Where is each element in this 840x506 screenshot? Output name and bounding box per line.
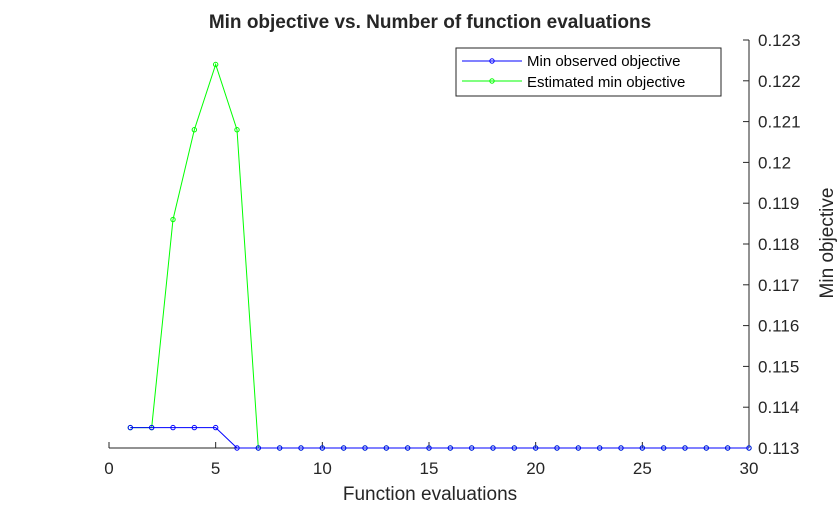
data-point-min-observed	[703, 445, 710, 451]
data-point-min-observed	[191, 424, 198, 431]
data-point-min-observed	[575, 445, 582, 451]
y-tick-label: 0.114	[758, 398, 799, 417]
chart-title: Min objective vs. Number of function eva…	[209, 12, 651, 33]
x-tick-label: 30	[740, 459, 759, 478]
x-tick-label: 5	[211, 459, 220, 478]
legend-box	[455, 47, 722, 97]
y-tick-label: 0.12	[758, 153, 791, 172]
y-tick-label: 0.121	[758, 113, 801, 132]
data-point-min-observed	[212, 424, 219, 431]
y-tick-label: 0.116	[758, 317, 799, 336]
data-point-min-observed	[383, 445, 390, 451]
data-point-min-observed	[127, 424, 134, 431]
data-point-min-observed	[554, 445, 560, 451]
data-point-min-observed	[362, 445, 368, 451]
x-tick-label: 25	[633, 459, 652, 478]
y-tick-label: 0.119	[758, 194, 799, 213]
legend-label-min-observed: Min observed objective	[527, 53, 680, 70]
data-point-min-observed	[596, 445, 603, 451]
legend-label-estimated-min: Estimated min objective	[527, 74, 685, 91]
y-axis: 0.113 0.114 0.115 0.116 0.117 0.118 0.119 0.12 0…	[743, 31, 801, 458]
y-tick-label: 0.123	[758, 31, 801, 50]
data-point-min-observed	[746, 445, 752, 451]
legend-marker-estimated-min	[489, 78, 495, 84]
data-point-min-observed	[340, 445, 347, 451]
data-point-min-observed	[682, 445, 688, 451]
series-line-min-observed	[130, 427, 749, 449]
data-point-min-observed	[639, 445, 646, 451]
data-point-estimated-min	[170, 216, 176, 223]
data-point-min-observed	[490, 445, 496, 451]
y-tick-label: 0.117	[758, 276, 799, 295]
data-point-estimated-min	[191, 127, 198, 133]
x-tick-label: 20	[526, 459, 545, 478]
data-point-min-observed	[234, 445, 240, 451]
y-tick-label: 0.115	[758, 357, 799, 376]
x-axis-label: Function evaluations	[343, 484, 517, 505]
legend: Min observed objective Estimated min obj…	[455, 47, 722, 97]
series-line-estimated-min	[130, 62, 749, 449]
y-tick-label: 0.122	[758, 72, 801, 91]
plot-area	[127, 61, 752, 451]
data-point-min-observed	[468, 445, 475, 451]
x-tick-label: 10	[313, 459, 332, 478]
data-point-min-observed	[447, 445, 454, 451]
data-point-min-observed	[298, 445, 304, 451]
x-tick-label: 15	[420, 459, 439, 478]
data-point-min-observed	[511, 445, 518, 451]
y-tick-label: 0.118	[758, 235, 799, 254]
data-point-estimated-min	[212, 61, 219, 68]
x-tick-label: 0	[104, 459, 113, 478]
data-point-min-observed	[660, 445, 667, 451]
data-point-min-observed	[724, 445, 731, 451]
y-axis-label: Min objective	[817, 188, 838, 299]
data-point-min-observed	[170, 424, 176, 431]
data-point-min-observed	[319, 445, 326, 451]
data-point-min-observed	[148, 424, 155, 431]
data-point-min-observed	[255, 445, 262, 451]
y-tick-label: 0.113	[758, 439, 799, 458]
data-point-min-observed	[426, 445, 432, 451]
data-point-min-observed	[404, 445, 411, 451]
data-point-min-observed	[276, 445, 283, 451]
data-point-min-observed	[618, 445, 624, 451]
x-axis: 0 5 10 15 20 25 30	[104, 442, 758, 478]
data-point-estimated-min	[234, 127, 240, 133]
legend-marker-min-observed	[489, 58, 495, 64]
data-point-min-observed	[532, 445, 539, 451]
